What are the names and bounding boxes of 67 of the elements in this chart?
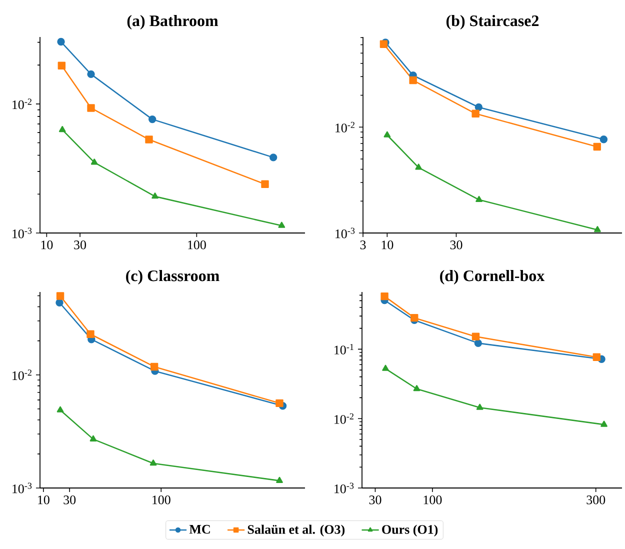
y-tick-label: 10$^{-1}$ bbox=[334, 344, 354, 354]
point bbox=[472, 110, 480, 118]
y-tick-label: 10$^{-2}$ bbox=[12, 98, 32, 110]
point bbox=[476, 404, 484, 410]
legend-label: Ours (O1) bbox=[382, 524, 438, 537]
chart-title: (b) Staircase2 bbox=[446, 14, 539, 30]
point bbox=[594, 226, 601, 232]
x-tick-label: 100 bbox=[424, 496, 442, 504]
y-tick-label: 10$^{-3}$ bbox=[12, 228, 32, 238]
x-tick-label: 30 bbox=[450, 240, 462, 250]
point bbox=[382, 364, 389, 371]
y-tick-label: 10$^{-2}$ bbox=[334, 413, 354, 424]
x-tick-label: 10 bbox=[38, 496, 50, 504]
x-tick-label: 30 bbox=[74, 240, 86, 250]
point bbox=[276, 476, 283, 483]
point bbox=[600, 136, 608, 144]
point bbox=[415, 164, 422, 170]
point bbox=[261, 180, 269, 188]
legend-label: Salaün et al. (O3) bbox=[248, 524, 345, 537]
point bbox=[269, 154, 278, 162]
x-tick-label: 3 bbox=[360, 240, 366, 250]
y-tick-label: 10$^{-3}$ bbox=[12, 482, 32, 494]
point bbox=[278, 222, 286, 228]
point bbox=[87, 104, 95, 112]
point bbox=[276, 399, 284, 408]
point bbox=[409, 76, 417, 84]
point bbox=[58, 62, 66, 70]
point bbox=[474, 339, 482, 348]
point bbox=[145, 136, 153, 144]
x-tick-label: 30 bbox=[369, 496, 382, 504]
point bbox=[474, 103, 483, 112]
x-tick-label: 300 bbox=[586, 496, 606, 504]
point bbox=[150, 460, 157, 466]
x-tick-label: 100 bbox=[188, 240, 206, 250]
y-tick-label: 10$^{-2}$ bbox=[336, 122, 354, 132]
point bbox=[148, 115, 156, 124]
point bbox=[472, 332, 480, 340]
point bbox=[86, 330, 94, 338]
chart-title: (a) Bathroom bbox=[127, 14, 218, 30]
point bbox=[600, 420, 608, 427]
point bbox=[58, 126, 66, 132]
x-tick-label: 100 bbox=[152, 496, 170, 504]
point bbox=[476, 196, 482, 202]
point bbox=[90, 158, 98, 165]
point bbox=[592, 353, 601, 361]
point bbox=[56, 406, 64, 412]
chart-title: (d) Cornell-box bbox=[440, 270, 545, 284]
point bbox=[57, 38, 65, 46]
legend-label: MC bbox=[189, 524, 210, 534]
point bbox=[380, 292, 388, 300]
y-tick-label: 10$^{-3}$ bbox=[336, 228, 355, 238]
point bbox=[152, 192, 158, 199]
x-tick-label: 30 bbox=[64, 496, 76, 504]
point bbox=[384, 131, 391, 138]
point bbox=[56, 298, 64, 306]
y-tick-label: 10$^{-2}$ bbox=[12, 370, 32, 380]
point bbox=[56, 292, 64, 300]
chart-title: (c) Classroom bbox=[126, 270, 220, 284]
point bbox=[413, 385, 420, 392]
point bbox=[410, 314, 418, 322]
point bbox=[87, 70, 95, 78]
point bbox=[90, 435, 97, 442]
point bbox=[150, 362, 158, 371]
y-tick-label: 10$^{-3}$ bbox=[334, 482, 354, 494]
x-tick-label: 10 bbox=[41, 240, 53, 250]
point bbox=[593, 142, 601, 151]
x-tick-label: 10 bbox=[382, 240, 394, 250]
